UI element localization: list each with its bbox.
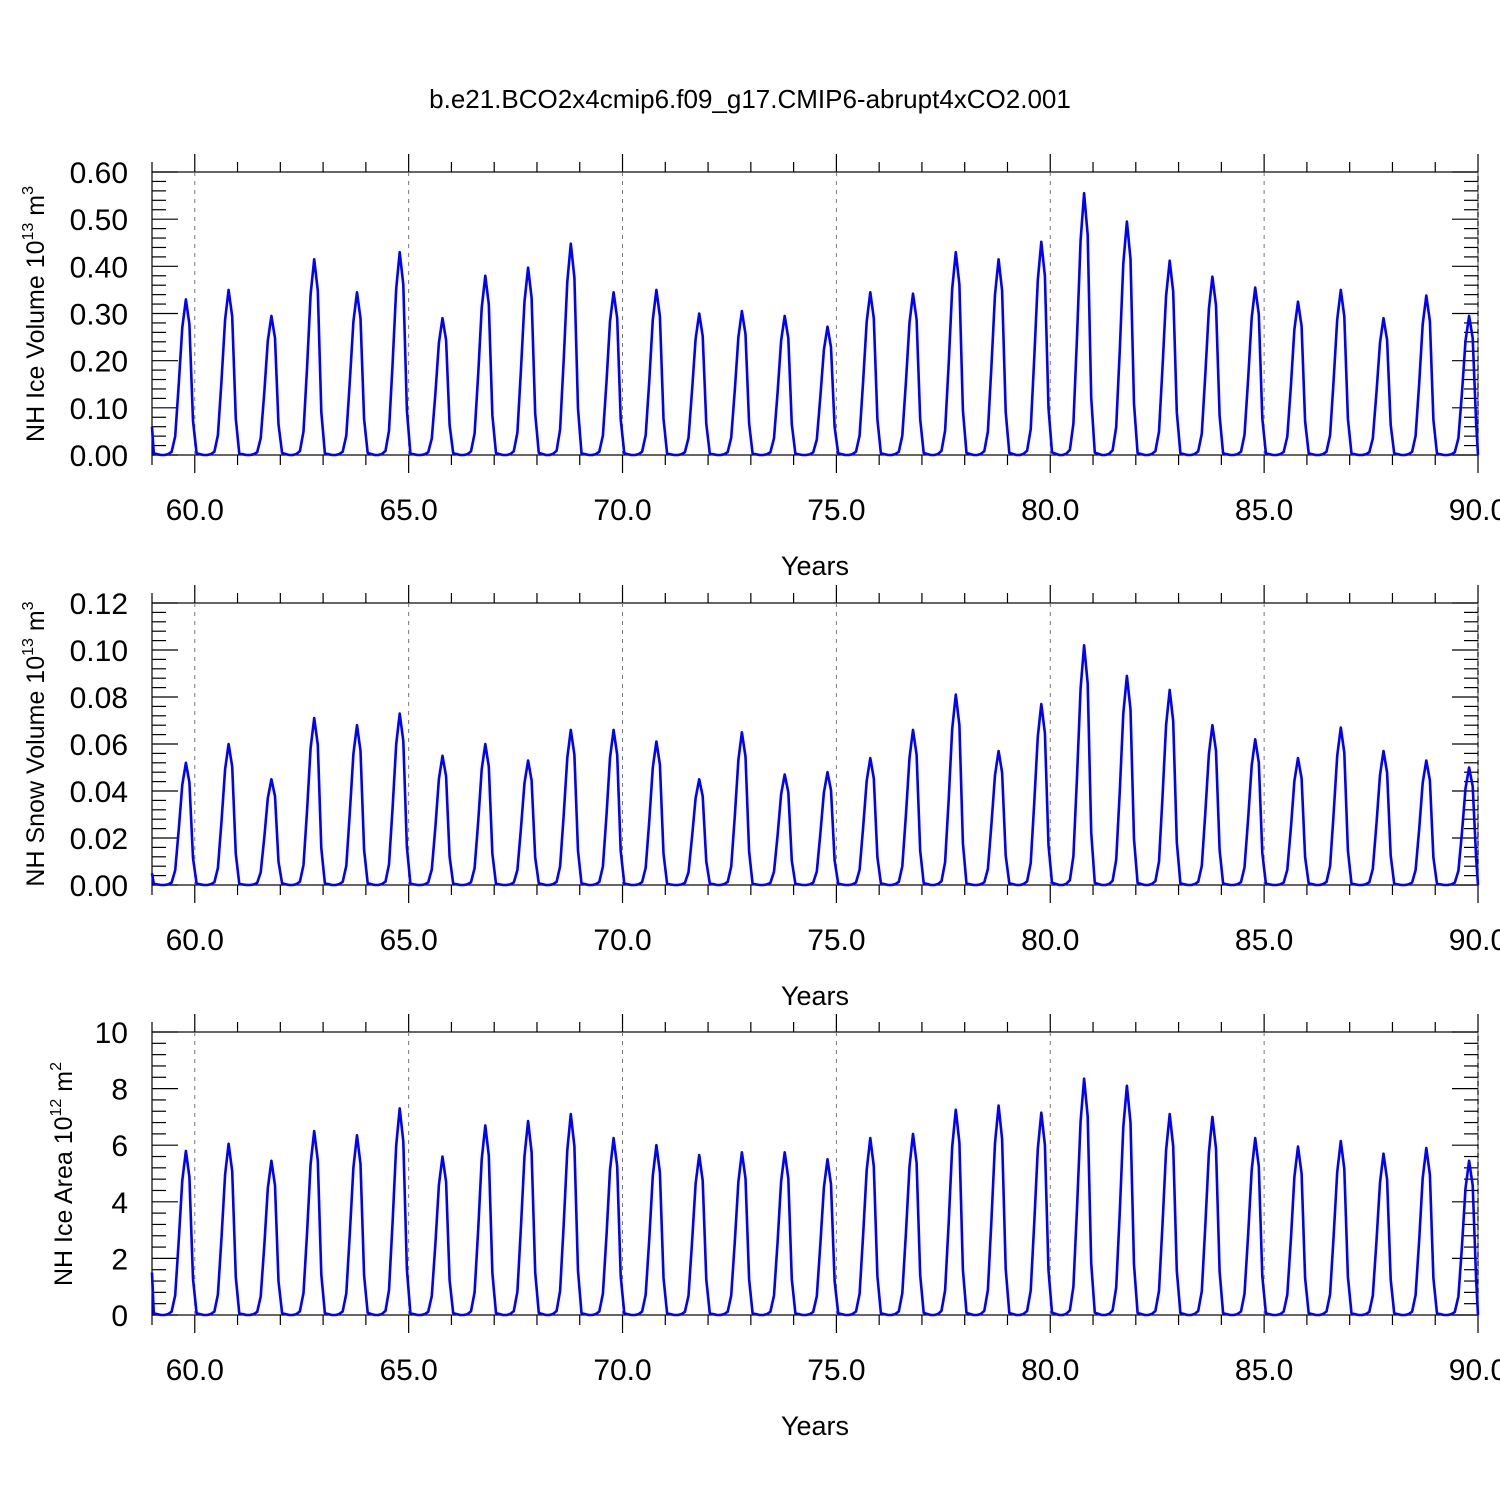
data-series-line [150,191,1480,457]
x-tick-label: 75.0 [807,1354,865,1387]
y-tick-label: 0 [111,1300,128,1333]
y-tick-label: 0.08 [70,682,128,715]
y-tick-label: 8 [111,1074,128,1107]
x-tick-label: 90.0 [1449,494,1500,527]
y-tick-label: 0.10 [70,393,128,426]
x-tick-label: 90.0 [1449,924,1500,957]
y-tick-label: 0.02 [70,823,128,856]
chart-title: b.e21.BCO2x4cmip6.f09_g17.CMIP6-abrupt4x… [429,84,1071,114]
y-axis-label: NH Snow Volume 1013 m3 [20,601,50,886]
x-tick-label: 60.0 [166,494,224,527]
y-tick-label: 0.60 [70,157,128,190]
y-tick-label: 0.40 [70,251,128,284]
y-axis-label: NH Ice Area 1012 m2 [48,1062,78,1286]
x-tick-label: 70.0 [593,1354,651,1387]
x-tick-label: 85.0 [1235,1354,1293,1387]
x-axis-label: Years [781,981,849,1011]
x-axis-label: Years [781,1411,849,1441]
y-tick-label: 10 [95,1017,128,1050]
y-tick-label: 0.04 [70,776,128,809]
plot-frame [151,1031,1479,1316]
y-tick-label: 6 [111,1130,128,1163]
x-tick-label: 85.0 [1235,924,1293,957]
x-tick-label: 60.0 [166,924,224,957]
x-tick-label: 75.0 [807,924,865,957]
panel-ice-volume: NH Ice Volume 1013 m3 Years 60.0 65.0 70.0… [20,154,1500,581]
y-tick-label: 0.06 [70,729,128,762]
x-tick-label: 80.0 [1021,494,1079,527]
x-tick-label: 70.0 [593,924,651,957]
data-series-line [150,644,1480,887]
y-tick-label: 0.30 [70,299,128,332]
plot-frame [151,602,1479,886]
panel-snow-volume: NH Snow Volume 1013 m3 Years 60.0 65.0 70.… [20,585,1500,1011]
panel-ice-area: NH Ice Area 1012 m2 Years 60.0 65.0 70.0 75… [48,1014,1500,1441]
plot-frame [151,171,1479,456]
y-tick-label: 0.10 [70,635,128,668]
y-tick-label: 0.00 [70,440,128,473]
x-tick-label: 90.0 [1449,1354,1500,1387]
x-tick-label: 80.0 [1021,1354,1079,1387]
y-tick-label: 4 [111,1187,128,1220]
x-tick-label: 75.0 [807,494,865,527]
y-axis-label: NH Ice Volume 1013 m3 [20,186,50,442]
x-tick-label: 85.0 [1235,494,1293,527]
x-tick-label: 80.0 [1021,924,1079,957]
y-tick-label: 0.20 [70,346,128,379]
data-series-line [150,1077,1480,1317]
x-tick-label: 65.0 [379,924,437,957]
y-tick-label: 0.50 [70,204,128,237]
y-tick-label: 0.12 [70,588,128,621]
x-axis-label: Years [781,551,849,581]
y-tick-label: 2 [111,1243,128,1276]
y-tick-label: 0.00 [70,870,128,903]
x-tick-label: 70.0 [593,494,651,527]
x-tick-label: 65.0 [379,494,437,527]
x-tick-label: 60.0 [166,1354,224,1387]
x-tick-label: 65.0 [379,1354,437,1387]
